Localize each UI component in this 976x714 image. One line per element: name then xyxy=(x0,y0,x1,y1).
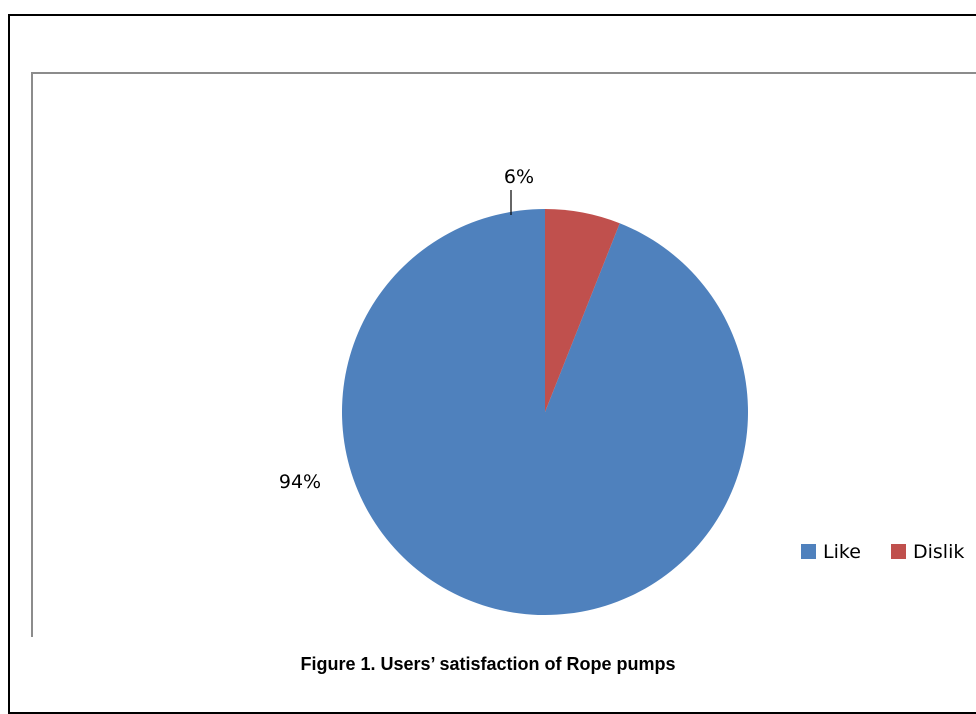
pie-slice-dislik xyxy=(545,209,620,412)
legend-label-like: Like xyxy=(823,541,861,563)
figure-caption: Figure 1. Users’ satisfaction of Rope pu… xyxy=(300,654,676,674)
legend-label-dislik: Dislik xyxy=(913,541,964,563)
legend-swatch-dislik xyxy=(891,544,906,559)
data-labels: 94% 6% xyxy=(279,166,534,493)
legend-swatch-like xyxy=(801,544,816,559)
legend: Like Dislik xyxy=(801,541,964,563)
data-label-dislik: 6% xyxy=(504,166,534,188)
pie-slices xyxy=(342,209,749,615)
chart-area-border xyxy=(31,72,976,637)
data-label-like: 94% xyxy=(279,471,321,493)
